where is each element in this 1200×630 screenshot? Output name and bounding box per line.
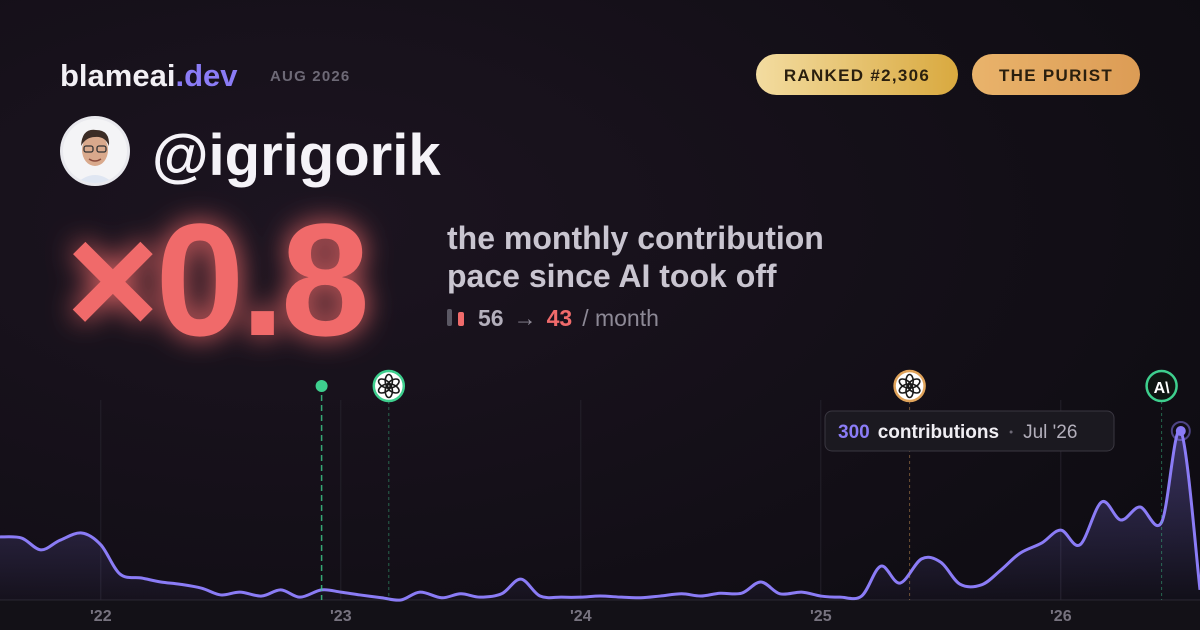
brand-name: blameai	[60, 58, 175, 93]
event-icon	[893, 369, 926, 403]
peak-dot	[1175, 426, 1186, 436]
tooltip-date: Jul '26	[1023, 422, 1077, 443]
tooltip-label: contributions	[878, 422, 999, 443]
openai-petal	[898, 378, 912, 389]
tooltip-separator	[1009, 430, 1013, 434]
event-icon	[1145, 369, 1178, 403]
pace-arrow: →	[514, 305, 537, 331]
pace-unit: / month	[582, 305, 659, 331]
tooltip	[824, 410, 1115, 452]
multiplier: ×0.8	[66, 190, 366, 369]
event-icon	[372, 369, 406, 403]
avatar	[60, 116, 130, 186]
pace-icon	[458, 312, 464, 326]
pace-icon	[447, 309, 452, 326]
pace-after: 43	[547, 305, 573, 331]
tooltip-value: 300	[838, 422, 870, 443]
x-tick-label: '25	[810, 608, 832, 625]
brand: blameai.dev	[60, 58, 238, 93]
badge-label: THE PURIST	[999, 66, 1113, 85]
x-tick-label: '24	[570, 608, 592, 625]
caption: pace since AI took off	[447, 258, 777, 294]
badge	[972, 54, 1140, 95]
area	[0, 430, 1200, 601]
date: AUG 2026	[270, 68, 350, 85]
badge	[756, 54, 958, 95]
pace: 56 → 43 / month	[478, 305, 659, 331]
axis-band	[0, 600, 1200, 630]
peak-halo	[1170, 421, 1191, 441]
tooltip-text: 300 contributions	[838, 422, 999, 443]
pace-before: 56	[478, 305, 504, 331]
x-tick-label: '23	[330, 608, 352, 625]
caption: the monthly contribution	[447, 220, 824, 256]
brand-tld: .dev	[175, 58, 238, 93]
event-label: A\	[1154, 380, 1171, 397]
handle: @igrigorik	[152, 123, 441, 188]
line	[0, 428, 1200, 602]
badge-label: RANKED #2,306	[784, 66, 930, 85]
event-dot	[315, 380, 328, 392]
x-tick-label: '26	[1050, 608, 1072, 625]
openai-petal	[377, 378, 392, 389]
x-tick-label: '22	[90, 608, 112, 625]
